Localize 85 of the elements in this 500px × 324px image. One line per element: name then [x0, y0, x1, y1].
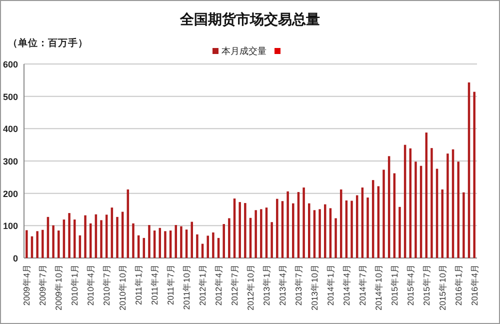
bar [52, 225, 54, 258]
x-tick-label: 2016年1月 [453, 264, 464, 306]
x-tick-label: 2012年7月 [230, 264, 240, 306]
bar [260, 209, 262, 258]
bar [457, 162, 460, 258]
bar [254, 210, 257, 258]
x-tick-label: 2014年1月 [325, 264, 336, 306]
y-tick-label: 500 [2, 92, 18, 102]
bar [398, 206, 401, 258]
chart-title: 全国期货市场交易总量 [179, 11, 320, 27]
bar [473, 92, 476, 258]
bar [228, 218, 230, 258]
bar [366, 198, 369, 258]
x-tick-label: 2011年4月 [150, 264, 160, 306]
bar [244, 203, 246, 258]
x-tick-label: 2015年4月 [405, 264, 416, 306]
bar [212, 232, 214, 258]
y-tick-label: 300 [2, 156, 18, 166]
x-tick-label: 2013年7月 [293, 264, 304, 306]
x-tick-label: 2012年1月 [198, 264, 208, 306]
x-tick-label: 2012年10月 [246, 264, 256, 310]
bar [430, 148, 433, 258]
y-axis-title: （单位：百万手） [8, 37, 88, 49]
bar [36, 231, 38, 258]
x-tick-label: 2011年1月 [134, 264, 144, 306]
bar [270, 222, 273, 258]
bar [84, 215, 86, 258]
x-tick-label: 2014年10月 [373, 264, 384, 310]
bar [329, 208, 332, 258]
y-tick-label: 200 [2, 188, 18, 199]
legend-label: 本月成交量 [222, 46, 266, 56]
bar [148, 225, 150, 258]
x-tick-label: 2015年1月 [389, 264, 400, 306]
y-tick-label: 100 [2, 221, 18, 232]
bar [286, 191, 289, 258]
bar [62, 220, 66, 258]
x-tick-label: 2013年1月 [261, 264, 272, 306]
bar [238, 202, 241, 258]
x-tick-label: 2014年4月 [341, 264, 352, 306]
bar [105, 214, 108, 258]
bar [26, 230, 28, 258]
bar [222, 224, 225, 258]
y-tick-label: 0 [12, 254, 18, 264]
bar [180, 226, 182, 258]
bar [74, 220, 76, 258]
bar [334, 218, 337, 258]
bar [276, 198, 278, 258]
x-tick-label: 2016年4月 [469, 264, 480, 306]
bar [292, 203, 294, 258]
bar [116, 216, 118, 258]
bar [462, 192, 465, 258]
bar [206, 236, 209, 258]
x-tick-label: 2014年7月 [357, 264, 368, 306]
x-tick-label: 2011年10月 [182, 264, 192, 310]
bar [382, 170, 385, 258]
bar [414, 162, 417, 258]
x-tick-label: 2009年10月 [54, 264, 64, 310]
x-tick-label: 2010年1月 [70, 264, 80, 306]
bar [313, 210, 316, 258]
x-tick-label: 2009年4月 [22, 264, 32, 306]
bar [377, 186, 380, 258]
bar [68, 213, 70, 258]
bar [441, 189, 444, 258]
x-tick-label: 2013年10月 [309, 264, 320, 310]
x-tick-label: 2013年4月 [277, 264, 288, 306]
bar [302, 188, 305, 258]
x-tick-label: 2010年4月 [86, 264, 96, 306]
bar [446, 154, 449, 258]
bar [196, 234, 198, 258]
x-tick-label: 2015年10月 [437, 264, 448, 310]
x-tick-label: 2010年7月 [102, 264, 112, 306]
bar [318, 209, 321, 258]
x-tick-label: 2010年10月 [118, 264, 128, 310]
x-tick-label: 2012年4月 [214, 264, 224, 306]
x-tick-label: 2011年7月 [166, 264, 176, 306]
bar [42, 230, 44, 258]
bar [100, 220, 102, 258]
bar [164, 231, 166, 258]
bar [132, 223, 134, 258]
x-tick-label: 2015年7月 [421, 264, 432, 306]
bar [350, 200, 353, 258]
x-tick-label: 2009年7月 [38, 264, 48, 306]
y-tick-label: 600 [2, 60, 18, 70]
bar [58, 230, 60, 258]
y-tick-label: 400 [2, 124, 18, 134]
